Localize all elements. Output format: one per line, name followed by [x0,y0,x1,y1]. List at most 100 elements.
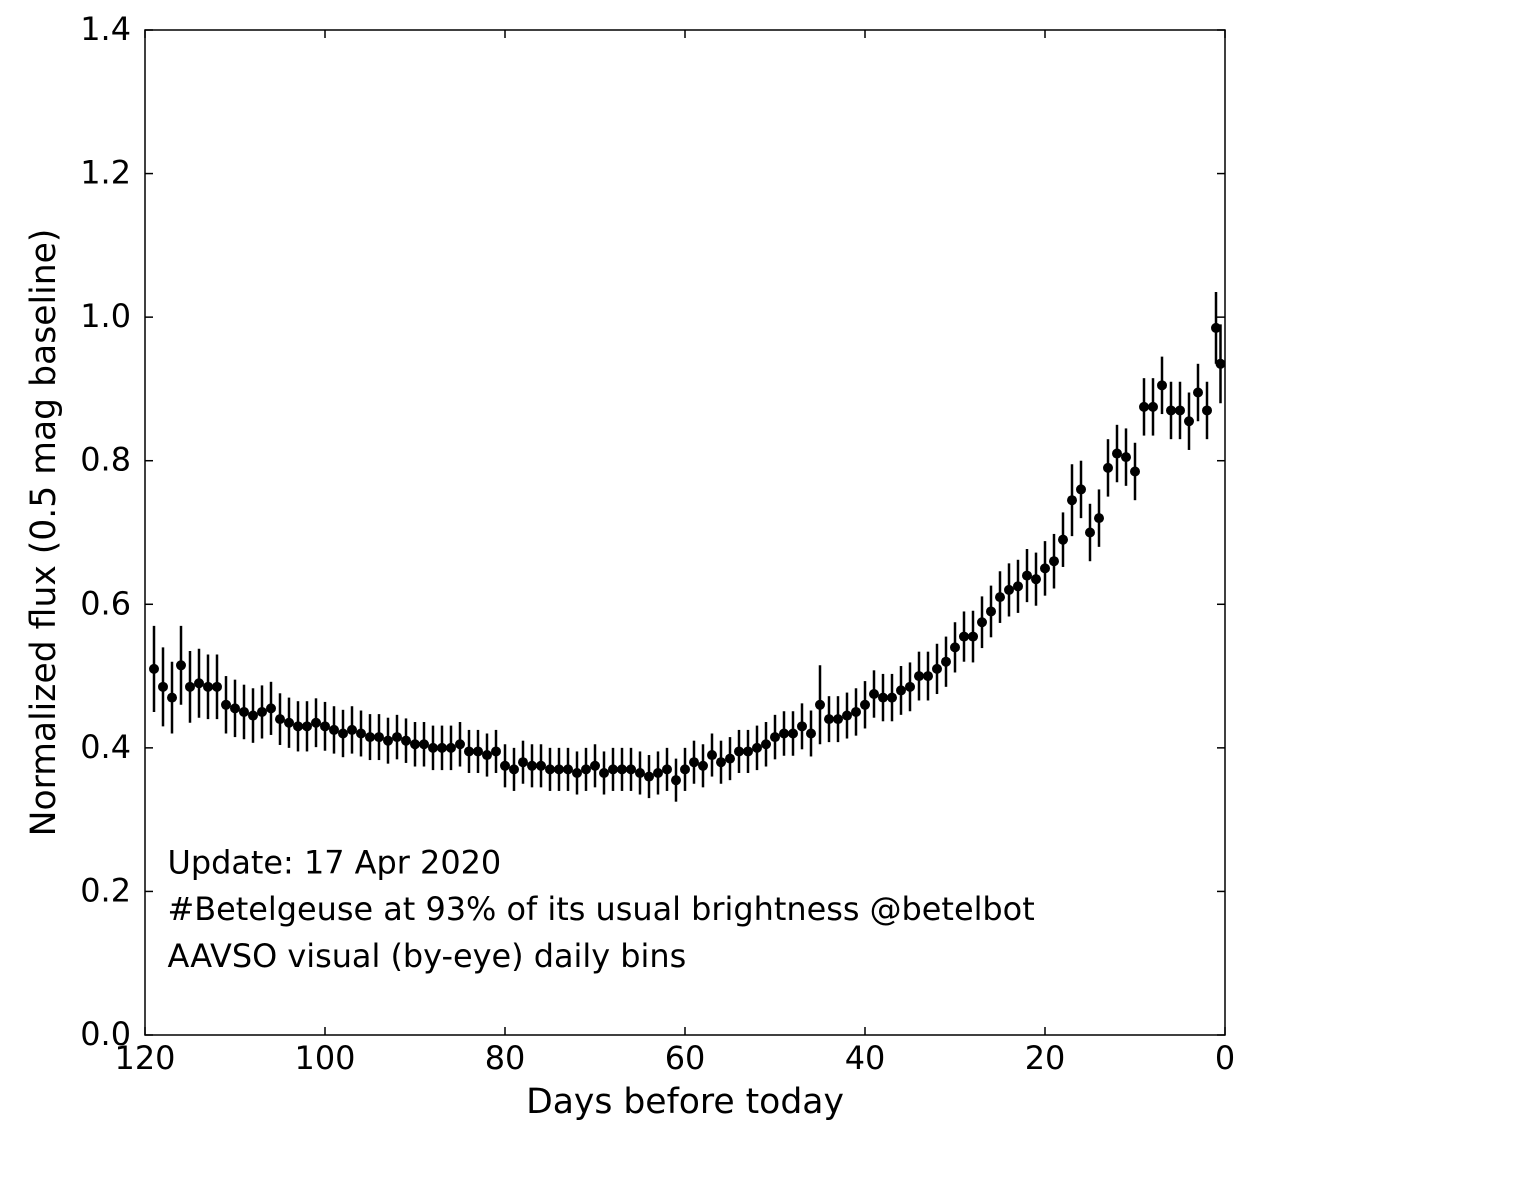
x-axis-label: Days before today [526,1082,844,1122]
data-point [500,761,510,771]
data-point [392,732,402,742]
data-point [446,743,456,753]
data-point [599,768,609,778]
data-point [1031,574,1041,584]
x-tick-label: 0 [1215,1039,1235,1077]
data-point [1216,359,1226,369]
data-point [383,736,393,746]
data-point [626,764,636,774]
data-point [212,682,222,692]
data-point [725,754,735,764]
x-tick-label: 80 [485,1039,526,1077]
data-point [1004,585,1014,595]
data-point [374,732,384,742]
data-point [1013,581,1023,591]
data-point [878,693,888,703]
data-point [527,761,537,771]
data-point [464,746,474,756]
data-point [644,772,654,782]
data-point [941,657,951,667]
data-point [311,718,321,728]
data-point [1202,405,1212,415]
x-tick-label: 100 [295,1039,356,1077]
data-point [689,757,699,767]
data-point [572,768,582,778]
data-point [428,743,438,753]
data-point [752,743,762,753]
x-tick-label: 60 [665,1039,706,1077]
data-point [1130,466,1140,476]
y-tick-label: 0.4 [80,728,131,766]
data-point [716,757,726,767]
data-point [770,732,780,742]
data-point [1193,388,1203,398]
data-point [680,764,690,774]
data-point [356,729,366,739]
data-point [1184,416,1194,426]
data-point [266,703,276,713]
data-point [734,746,744,756]
data-point [779,729,789,739]
data-point [293,721,303,731]
data-point [932,664,942,674]
data-point [302,721,312,731]
y-tick-label: 1.0 [80,297,131,335]
data-point [743,746,753,756]
data-point [176,660,186,670]
data-point [662,764,672,774]
data-point [320,721,330,731]
data-point [914,671,924,681]
data-point [824,714,834,724]
data-point [221,700,231,710]
data-point [968,632,978,642]
data-point [203,682,213,692]
data-point [1175,405,1185,415]
data-point [860,700,870,710]
data-point [671,775,681,785]
data-point [698,761,708,771]
data-point [896,685,906,695]
data-point [887,693,897,703]
y-tick-label: 0.6 [80,584,131,622]
data-point [1157,380,1167,390]
data-point [275,714,285,724]
data-point [410,739,420,749]
data-point [986,606,996,616]
data-point [815,700,825,710]
data-point [518,757,528,767]
data-point [545,764,555,774]
data-point [995,592,1005,602]
y-tick-label: 0.8 [80,441,131,479]
y-tick-label: 0.0 [80,1015,131,1053]
data-point [455,739,465,749]
data-point [230,703,240,713]
data-point [653,768,663,778]
data-point [1094,513,1104,523]
data-point [536,761,546,771]
data-point [1067,495,1077,505]
annotation-line: #Betelgeuse at 93% of its usual brightne… [168,890,1035,928]
annotation-line: AAVSO visual (by-eye) daily bins [168,937,687,975]
data-point [851,707,861,717]
data-point [590,761,600,771]
annotation-line: Update: 17 Apr 2020 [168,843,502,881]
y-tick-label: 1.2 [80,154,131,192]
data-point [581,764,591,774]
chart-background [0,0,1536,1178]
data-point [482,750,492,760]
data-point [284,718,294,728]
data-point [1148,402,1158,412]
data-point [617,764,627,774]
data-point [1121,452,1131,462]
data-point [329,725,339,735]
data-point [950,642,960,652]
y-tick-label: 0.2 [80,871,131,909]
data-point [797,721,807,731]
y-axis-label: Normalized flux (0.5 mag baseline) [24,229,64,837]
data-point [149,664,159,674]
data-point [338,729,348,739]
data-point [194,678,204,688]
data-point [761,739,771,749]
data-point [554,764,564,774]
data-point [167,693,177,703]
